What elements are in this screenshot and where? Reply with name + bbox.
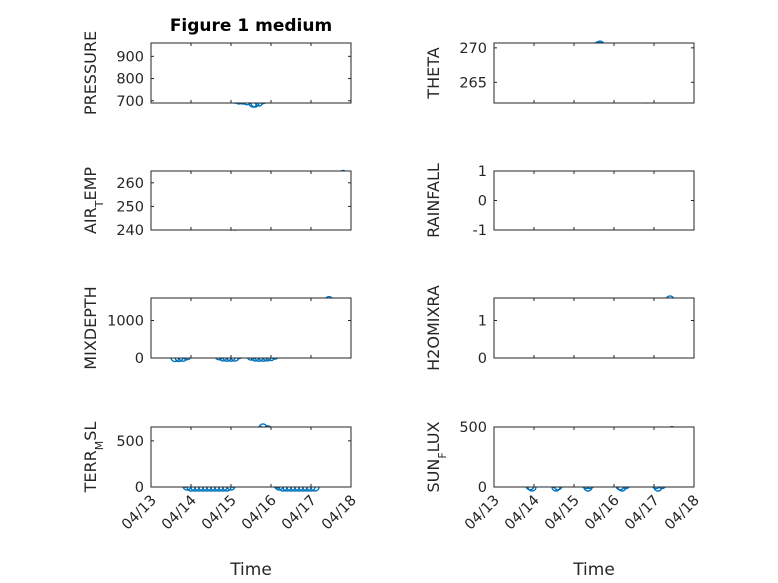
subplot-theta: 265 270 THETA: [424, 40, 695, 104]
y-tick-label: 1000: [107, 314, 144, 330]
axis-frame: [493, 42, 695, 104]
y-tick-label: 700: [116, 94, 144, 110]
y-tick-label: 1: [478, 314, 487, 330]
y-tick-label: 250: [116, 199, 144, 215]
subplot-h2omixra: 0 1 H2OMIXRA: [424, 285, 695, 371]
subplot-air-temp: 240 250 260 AIRTEMP: [81, 167, 352, 239]
subplot-mixdepth: 0 1000 MIXDEPTH: [81, 286, 352, 370]
y-tick-label: 0: [135, 480, 144, 496]
y-tick-label: 800: [116, 72, 144, 88]
y-axis-label: SUNFLUX: [424, 421, 449, 492]
y-axis-label: TERRMSL: [81, 422, 106, 494]
y-axis-label: H2OMIXRA: [424, 285, 443, 371]
y-tick-label: 0: [478, 480, 487, 496]
y-axis-label: THETA: [424, 47, 443, 99]
y-tick-label: 270: [459, 41, 487, 57]
subplot-pressure: 700 800 900 PRESSURE: [81, 31, 352, 115]
y-axis-label: RAINFALL: [424, 163, 443, 238]
y-tick-label: 0: [135, 351, 144, 367]
y-tick-label: 0: [478, 351, 487, 367]
axis-frame: [150, 297, 352, 359]
y-tick-label: 1: [478, 164, 487, 180]
y-tick-label: 265: [459, 75, 487, 91]
axis-frame: [150, 42, 352, 104]
y-tick-label: 500: [459, 420, 487, 436]
axis-frame: [493, 170, 695, 231]
x-axis-label-left: Time: [229, 560, 272, 580]
y-tick-label: 900: [116, 49, 144, 65]
x-axis-label-right: Time: [572, 560, 615, 580]
figure-title: Figure 1 medium: [170, 16, 332, 36]
y-tick-label: 260: [116, 176, 144, 192]
y-axis-label: MIXDEPTH: [81, 286, 100, 369]
y-tick-label: 500: [116, 434, 144, 450]
axis-frame: [150, 170, 352, 231]
y-tick-label: -1: [473, 223, 487, 239]
axis-frame: [493, 426, 695, 488]
y-tick-label: 240: [116, 223, 144, 239]
subplot-grid: 700 800 900 PRESSURE 265 270 THETA 240 250 260 AIR…: [81, 31, 703, 533]
axis-frame: [150, 426, 352, 488]
y-axis-label: AIRTEMP: [81, 167, 106, 234]
y-axis-label: PRESSURE: [81, 31, 100, 115]
y-tick-label: 0: [478, 194, 487, 210]
axis-frame: [493, 297, 695, 359]
subplot-rainfall: -1 0 1 RAINFALL: [424, 163, 695, 239]
